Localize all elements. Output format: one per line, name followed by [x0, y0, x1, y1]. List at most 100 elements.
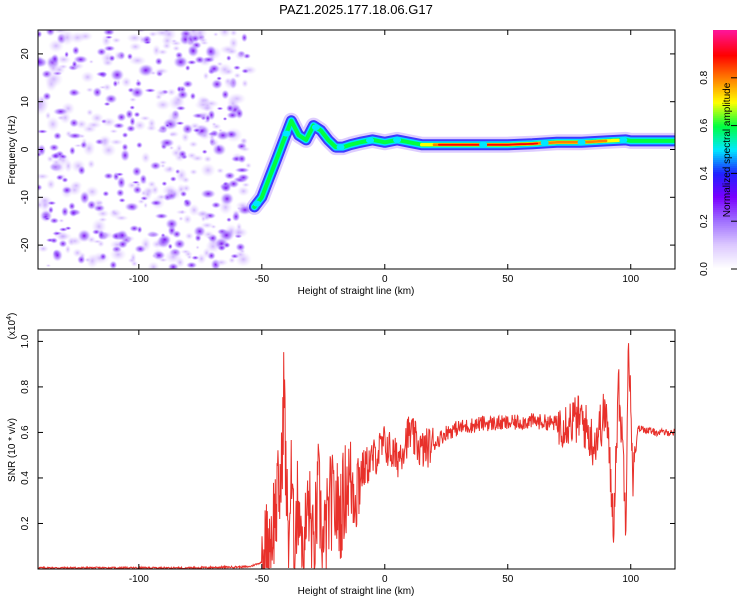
noise-blob	[232, 65, 242, 71]
colorbar-cell	[713, 111, 737, 115]
noise-blob	[237, 204, 253, 216]
noise-blob	[214, 258, 229, 267]
noise-blob	[176, 89, 189, 100]
page-title: PAZ1.2025.177.18.06.G17	[279, 2, 433, 17]
noise-blob	[200, 162, 216, 178]
noise-blob	[112, 79, 119, 88]
noise-blob	[64, 51, 70, 58]
noise-blob	[80, 70, 95, 84]
noise-blob	[49, 237, 59, 244]
noise-blob	[238, 146, 251, 153]
noise-blob	[154, 57, 163, 66]
noise-blob	[128, 42, 142, 52]
colorbar-cell	[713, 155, 737, 159]
noise-blob	[99, 252, 107, 261]
snr-series-line	[38, 343, 675, 569]
noise-blob	[38, 30, 43, 39]
ridge-spot	[540, 140, 549, 147]
noise-blob	[131, 180, 140, 185]
noise-blob	[186, 38, 193, 47]
noise-blob	[133, 119, 147, 131]
noise-blob	[125, 124, 137, 133]
colorbar-cell	[713, 49, 737, 53]
spectrogram-x-tick-label: -50	[255, 274, 270, 285]
colorbar-cell	[713, 217, 737, 220]
ridge-spot	[577, 139, 586, 146]
noise-blob	[85, 108, 94, 117]
colorbar-tick-label: 0.6	[699, 118, 710, 132]
colorbar-label: Normalized spectral amplitude	[722, 82, 733, 217]
noise-blob	[225, 47, 239, 56]
noise-blob	[167, 110, 182, 126]
ridge-spot	[252, 200, 261, 207]
noise-blob	[188, 140, 199, 148]
colorbar-cell	[713, 141, 737, 145]
noise-blob	[222, 116, 228, 121]
noise-blob	[102, 83, 112, 92]
colorbar-cell	[713, 73, 737, 77]
noise-blob	[202, 230, 215, 239]
ridge-spot	[336, 144, 345, 151]
colorbar-cell	[713, 55, 737, 59]
colorbar-cell	[713, 207, 737, 210]
colorbar-cell	[713, 127, 737, 131]
colorbar-cell	[713, 119, 737, 123]
noise-blob	[69, 180, 83, 191]
colorbar-ticks: 0.0 0.2 0.4 0.6 0.8	[699, 70, 737, 276]
colorbar-cell	[713, 259, 737, 262]
noise-blob	[233, 227, 243, 239]
noise-blob	[124, 202, 140, 212]
colorbar-cell	[713, 30, 737, 33]
noise-blob	[191, 255, 200, 261]
noise-blob	[112, 122, 125, 129]
colorbar-cell	[713, 59, 737, 63]
colorbar-cell	[713, 87, 737, 91]
noise-blob	[241, 182, 251, 188]
noise-blob	[43, 217, 51, 221]
noise-blob	[189, 122, 201, 130]
noise-blob	[104, 93, 118, 104]
colorbar-cell	[713, 267, 737, 270]
noise-blob	[109, 138, 124, 146]
colorbar-cell	[713, 263, 737, 266]
colorbar-cell	[713, 43, 737, 47]
noise-blob	[190, 154, 205, 162]
noise-blob	[165, 218, 179, 230]
colorbar-cell	[713, 257, 737, 260]
colorbar-cell	[713, 215, 737, 218]
noise-blob	[45, 30, 56, 37]
noise-blob	[155, 89, 168, 97]
noise-blob	[120, 76, 132, 88]
colorbar-cell	[713, 79, 737, 83]
noise-blob	[240, 137, 248, 144]
ridge-spot	[366, 137, 375, 144]
colorbar-tick-label: 0.4	[699, 166, 710, 180]
noise-blob	[139, 115, 151, 122]
noise-blob	[125, 109, 134, 120]
noise-blob	[140, 151, 151, 164]
colorbar-cell	[713, 153, 737, 157]
noise-blob	[159, 138, 175, 148]
noise-blob	[58, 218, 65, 223]
noise-blob	[42, 91, 52, 101]
colorbar-cell	[713, 203, 737, 206]
noise-blob	[216, 76, 223, 81]
noise-blob	[221, 89, 230, 100]
noise-blob	[169, 176, 177, 182]
noise-blob	[129, 116, 136, 127]
noise-blob	[120, 148, 131, 162]
colorbar-cell	[713, 261, 737, 264]
colorbar-cell	[713, 91, 737, 95]
noise-blob	[38, 183, 43, 191]
noise-blob	[184, 232, 194, 241]
noise-blob	[204, 114, 211, 123]
noise-blob	[189, 92, 197, 101]
colorbar-cell	[713, 53, 737, 57]
noise-blob	[186, 254, 193, 260]
noise-blob	[85, 120, 102, 129]
colorbar-cell	[713, 171, 737, 174]
noise-blob	[207, 63, 221, 74]
noise-blob	[58, 227, 69, 232]
colorbar-gradient	[713, 30, 737, 270]
